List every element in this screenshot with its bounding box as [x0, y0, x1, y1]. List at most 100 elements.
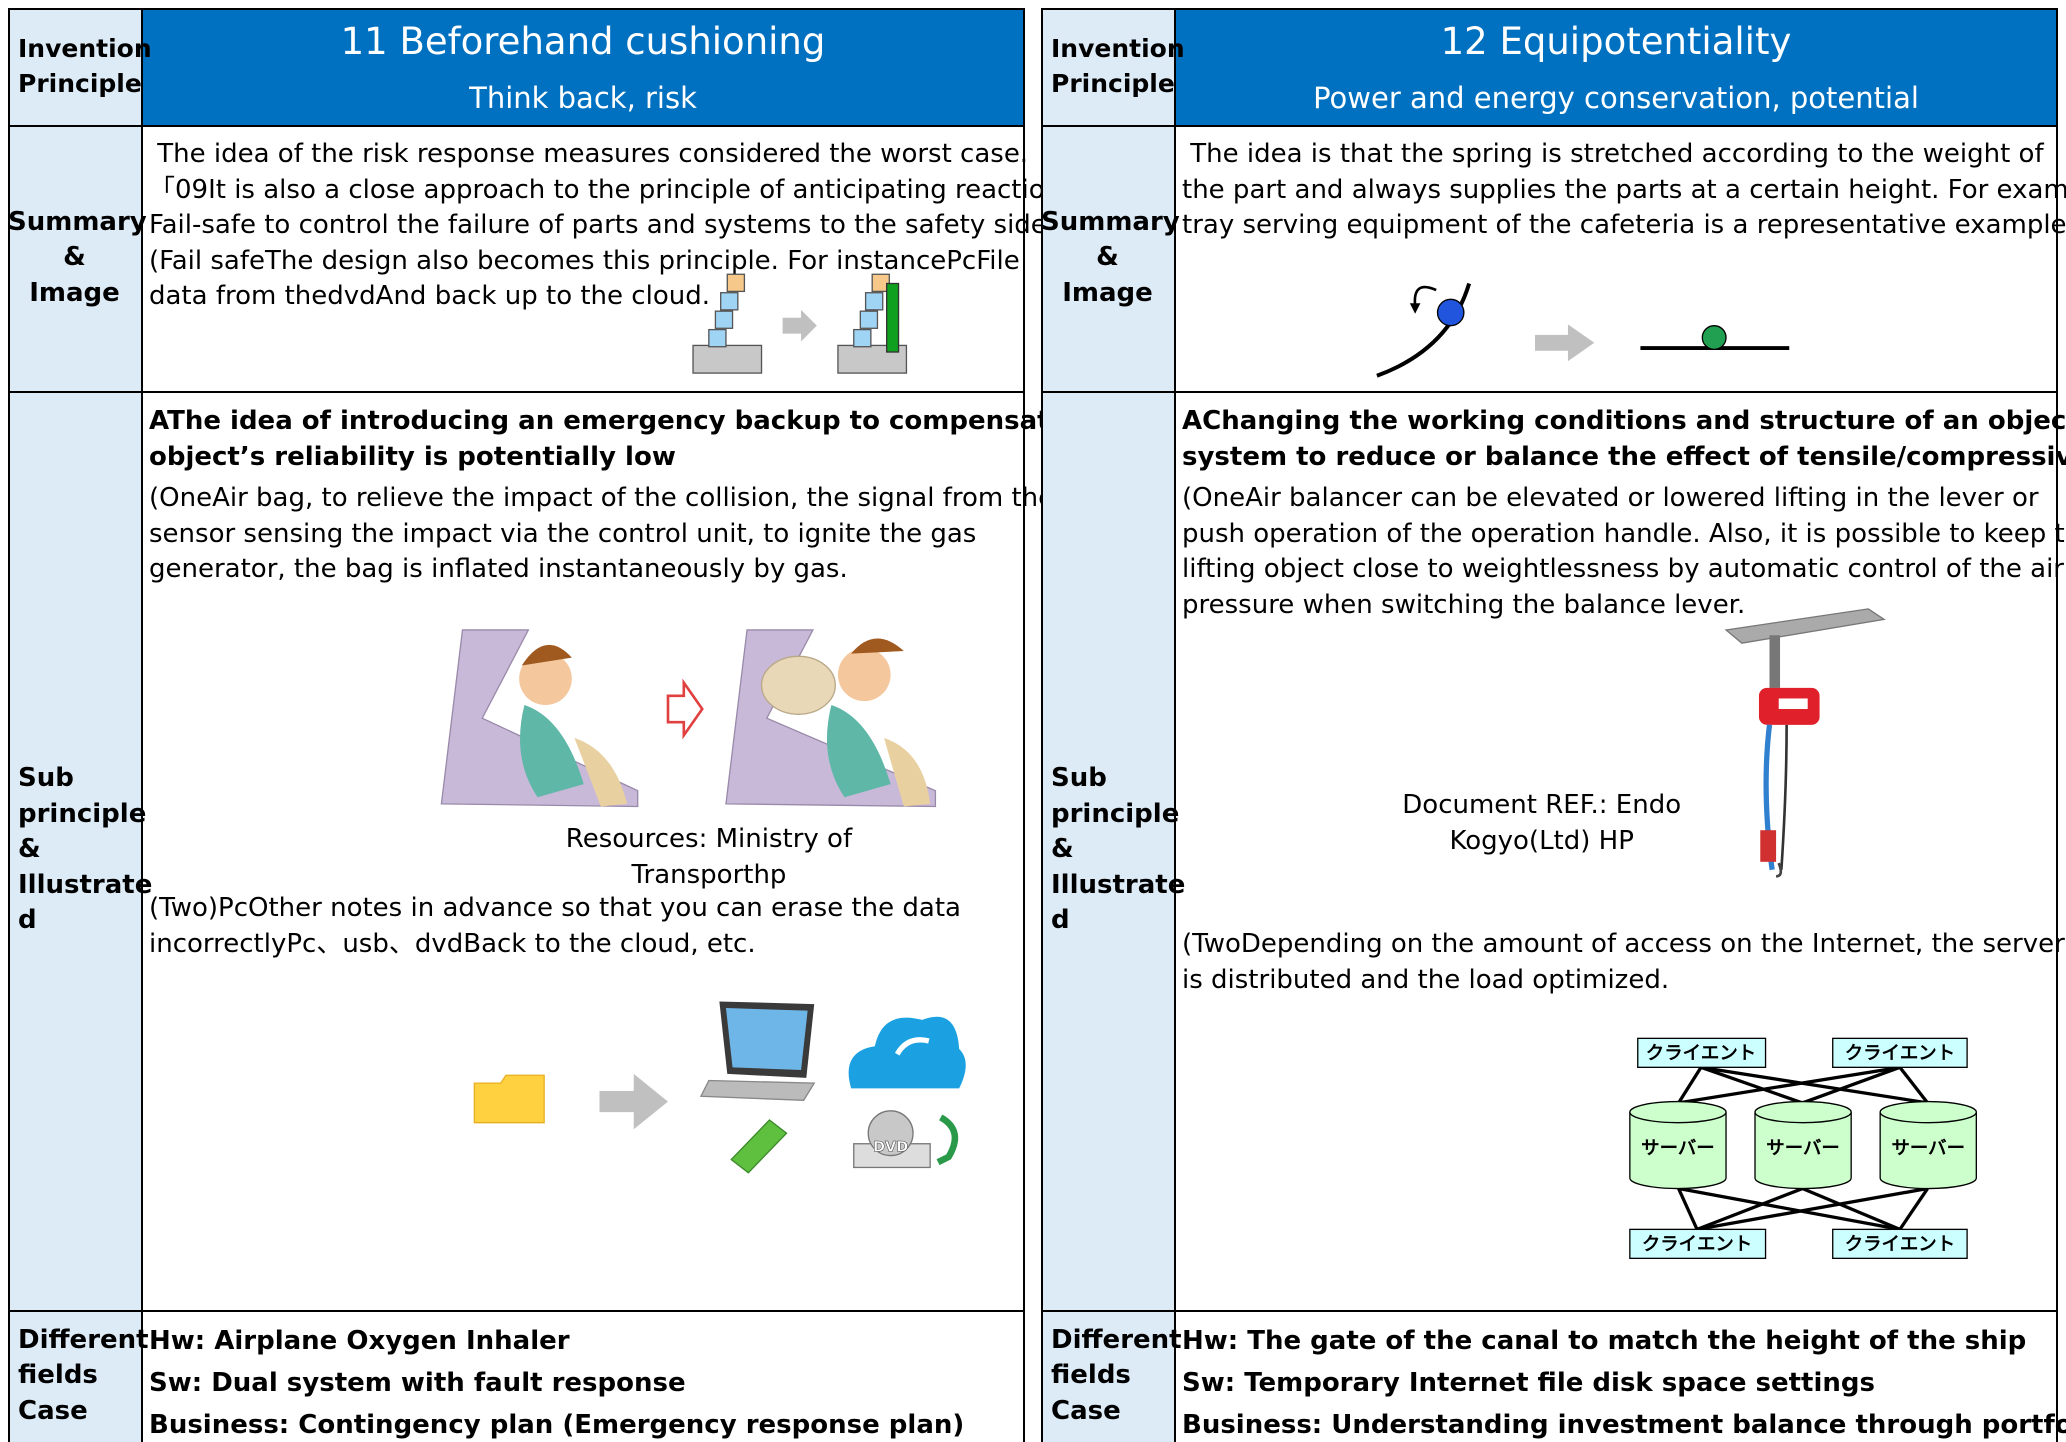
network-diagram-part: [1754, 1100, 1852, 1124]
case-text: Business: Contingency plan (Emergency re…: [149, 1410, 965, 1440]
case-text: Sw: Temporary Internet file disk space s…: [1182, 1368, 1875, 1398]
sub-text: generator, the bag is inflated instantan…: [149, 554, 848, 584]
sub-text: sensor sensing the impact via the contro…: [149, 518, 977, 549]
network-diagram-part: [1629, 1228, 1767, 1260]
client-label: クライエント: [1646, 1043, 1756, 1064]
summary-text: (Fail safeThe design also becomes this p…: [149, 245, 1020, 276]
network-diagram-part: [1629, 1100, 1727, 1124]
icon-label: DVD: [873, 1140, 908, 1156]
network-diagram-part-part: [1898, 1187, 1929, 1231]
label-cell: [8, 8, 143, 127]
sub-text: (OneAir balancer can be elevated or lowe…: [1182, 483, 2039, 513]
backup-illustration-part: [725, 1008, 808, 1070]
spring-illustration-part: [1413, 285, 1437, 307]
summary-text: The idea is that the spring is stretched…: [1182, 139, 2044, 169]
backup-illustration-part: [848, 1016, 966, 1089]
row-label: Invention: [18, 33, 152, 63]
block-illustration-part: [692, 344, 763, 374]
panel-subtitle: Think back, risk: [469, 81, 697, 115]
airbag-illustration: [440, 629, 937, 808]
row-label: Different: [18, 1324, 149, 1355]
row-label: d: [1051, 905, 1070, 936]
hoist-illustration: [1724, 608, 1886, 878]
spring-illustration-part: [1701, 325, 1727, 351]
client-label: クライエント: [1845, 1043, 1955, 1064]
network-diagram-part: [1832, 1037, 1968, 1068]
label-cell: [1041, 125, 1176, 393]
row-label: Sub: [1051, 763, 1107, 794]
row-label: &: [1096, 242, 1119, 273]
network-diagram-part-part: [1696, 1186, 1804, 1231]
label-cell: [1041, 391, 1176, 1312]
airbag-illustration-part: [440, 629, 639, 808]
panel-title: 12 Equipotentiality: [1440, 20, 1792, 63]
hoist-illustration-part: [1760, 830, 1777, 862]
row-label: Case: [18, 1395, 88, 1426]
sub-text: is distributed and the load optimized.: [1182, 964, 1670, 995]
network-diagram-part-part: [1801, 1187, 1901, 1231]
hoist-illustration-part: [1778, 698, 1808, 710]
row-label: Summary: [1041, 206, 1180, 237]
row-label: Principle: [18, 69, 142, 98]
network-diagram-part: [1879, 1112, 1977, 1190]
backup-illustration-part: [730, 1119, 788, 1174]
row-label: d: [18, 905, 37, 936]
hoist-illustration-part: [1775, 862, 1783, 878]
row-label: fields: [18, 1360, 98, 1391]
content-cell: [1174, 1310, 2058, 1442]
row-label: fields: [1051, 1360, 1131, 1391]
row-label: Case: [1051, 1395, 1121, 1426]
network-diagram-part-part: [1696, 1186, 1928, 1231]
spring-illustration-part: [1535, 324, 1595, 362]
airbag-illustration-part: [760, 655, 836, 715]
row-label: &: [1051, 834, 1074, 865]
sub-text: lifting object close to weightlessness b…: [1182, 554, 2064, 584]
sub-text: pressure when switching the balance leve…: [1182, 589, 1746, 620]
block-illustration-part: [864, 292, 884, 311]
sub-heading: object’s reliability is potentially low: [149, 441, 676, 472]
backup-illustration-part: [867, 1110, 914, 1157]
airbag-illustration-part: [521, 644, 572, 666]
backup-illustration-part: [699, 1079, 816, 1101]
sub-text: (TwoDepending on the amount of access on…: [1182, 929, 2065, 959]
row-label: Sub: [18, 763, 74, 794]
network-diagram-part-part: [1677, 1187, 1699, 1231]
block-illustration-part: [714, 310, 734, 329]
network-diagram: クライエント クライエント クライエント クライエント サーバー サーバー サー…: [1629, 1037, 1977, 1260]
network-diagram-part-part: [1700, 1065, 1803, 1105]
server-label: サーバー: [1641, 1138, 1715, 1159]
caption: Transporthp: [631, 859, 787, 890]
row-label: Summary: [8, 206, 147, 237]
block-illustration-part: [708, 328, 727, 348]
row-label: Image: [1062, 277, 1153, 308]
summary-text: The idea of the risk response measures c…: [149, 139, 1029, 169]
airbag-illustration-part: [666, 678, 704, 740]
row-label: &: [63, 242, 86, 273]
spring-illustration: [1376, 282, 1790, 378]
airbag-illustration-part: [837, 648, 891, 702]
network-diagram-part-part: [1678, 1065, 1901, 1105]
backup-illustration-part: [894, 1037, 930, 1056]
backup-illustration: DVD: [473, 1001, 966, 1174]
summary-text: data from thedvdAnd back up to the cloud…: [149, 281, 710, 311]
block-illustration-part: [720, 292, 739, 311]
block-illustration-part: [782, 309, 817, 342]
backup-illustration-part: [473, 1074, 545, 1124]
right-illustrations: クライエント クライエント クライエント クライエント サーバー サーバー サー…: [1376, 282, 1977, 1260]
sub-text: incorrectlyPc、usb、dvdBack to the cloud, …: [149, 928, 756, 959]
summary-text: the part and always supplies the parts a…: [1182, 174, 2066, 205]
network-diagram-part-part: [1678, 1186, 1901, 1231]
client-label: クライエント: [1845, 1234, 1955, 1255]
network-diagram-part-part: [1700, 1065, 1928, 1105]
row-label: Illustrate: [18, 869, 153, 900]
backup-illustration-part: [936, 1114, 959, 1166]
case-text: Hw: The gate of the canal to match the h…: [1182, 1326, 2027, 1356]
network-diagram-part: [1754, 1112, 1852, 1190]
network-diagram-part-part: [1801, 1065, 1901, 1105]
header-cell: [141, 8, 1025, 127]
sub-heading: AChanging the working conditions and str…: [1182, 406, 2066, 436]
airbag-illustration-part: [826, 705, 891, 798]
network-diagram-part: [1677, 1065, 1929, 1231]
network-diagram-part-part: [1677, 1066, 1703, 1104]
